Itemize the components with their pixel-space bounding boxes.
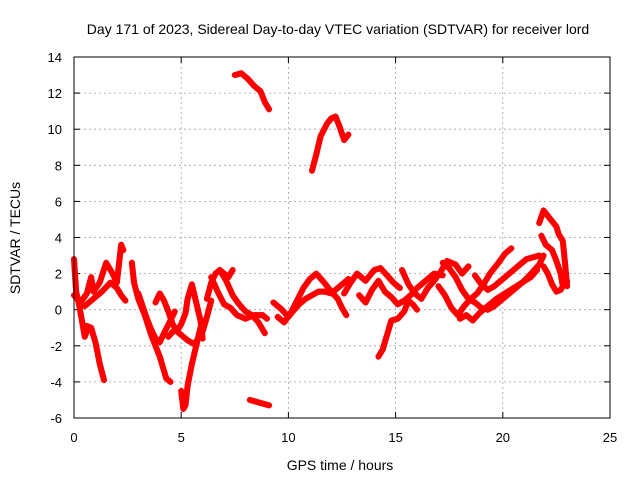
data-point-markers [341,265,403,297]
series-arc-12 [216,266,268,337]
data-point-markers [456,266,541,324]
plot-frame [73,56,611,419]
data-point-markers [356,270,446,308]
data-point-markers [308,113,352,174]
data-point-markers [274,270,350,326]
series-arc-9 [178,317,206,412]
chart-title: Day 171 of 2023, Sidereal Day-to-day VTE… [87,21,589,37]
series-arc-4 [81,279,129,310]
data-point-markers [81,279,129,310]
y-axis-label: SDTVAR / TECUs [7,182,23,294]
series-arc-26 [536,207,571,290]
y-tick-label: 8 [55,158,62,173]
x-tick-label: 25 [603,430,617,445]
data-series [71,70,571,412]
series-arc-18 [341,265,403,297]
series-arc-24 [456,266,541,324]
series-arc-25 [471,252,543,293]
x-tick-label: 20 [496,430,510,445]
data-point-markers [231,70,273,113]
y-tick-label: 10 [48,122,62,137]
y-tick-label: -2 [50,339,62,354]
x-tick-label: 5 [178,430,185,445]
x-axis-label: GPS time / hours [287,457,394,473]
series-arc-13 [231,70,273,113]
x-tick-label: 10 [281,430,295,445]
series-arc-28 [540,263,568,295]
series-arc-11 [208,274,270,322]
data-point-markers [540,263,568,295]
data-point-markers [246,396,273,409]
y-tick-label: -6 [50,411,62,426]
data-point-markers [216,266,268,337]
data-point-markers [471,252,543,293]
data-point-markers [83,322,108,384]
grid [74,57,610,418]
series-arc-14 [246,396,273,409]
series-arc-3 [71,241,127,306]
y-tick-label: 14 [48,50,62,65]
y-tick-label: 6 [55,194,62,209]
y-tick-label: 12 [48,86,62,101]
x-tick-label: 0 [70,430,77,445]
series-arc-20 [375,297,421,360]
y-tick-label: 4 [55,231,62,246]
data-point-markers [536,207,571,290]
series-arc-16 [274,270,350,326]
axis-ticks: 0 5 10 15 20 25 -6 -4 -2 0 2 4 6 8 10 12 14 [48,50,618,445]
data-point-markers [208,274,270,322]
series-arc-17 [308,113,352,174]
data-point-markers [375,297,421,360]
y-tick-label: 0 [55,303,62,318]
y-tick-label: 2 [55,267,62,282]
data-point-markers [178,317,206,412]
x-tick-label: 15 [388,430,402,445]
series-arc-19 [356,270,446,308]
series-arc-2 [83,322,108,384]
y-tick-label: -4 [50,375,62,390]
